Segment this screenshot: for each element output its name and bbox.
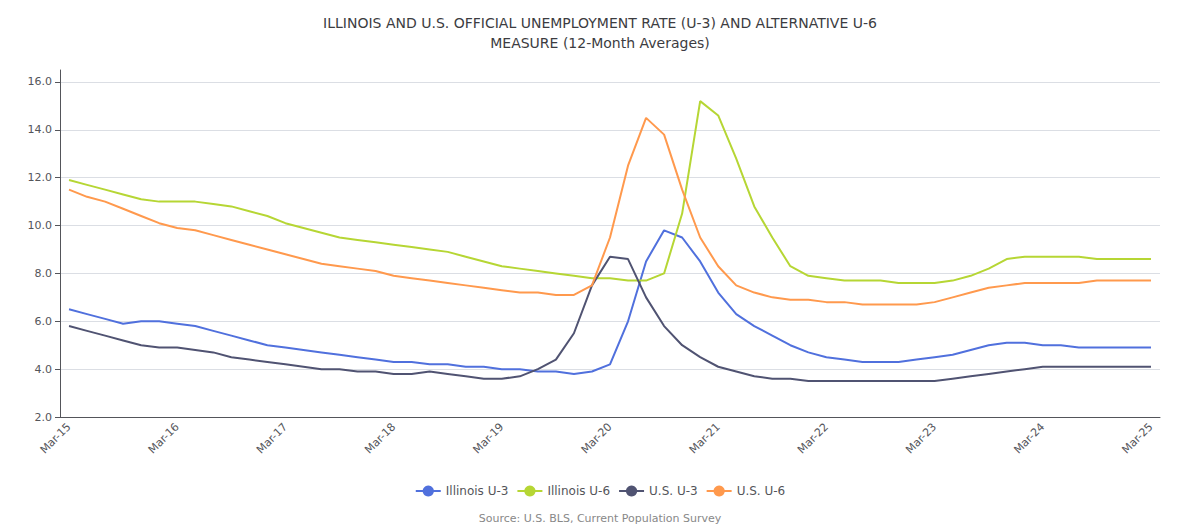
svg-text:14.0: 14.0 <box>28 123 53 136</box>
svg-text:MEASURE (12-Month Averages): MEASURE (12-Month Averages) <box>490 35 710 51</box>
svg-text:2.0: 2.0 <box>35 411 53 424</box>
svg-text:Mar-22: Mar-22 <box>795 420 831 456</box>
svg-text:10.0: 10.0 <box>28 219 53 232</box>
svg-text:U.S. U-3: U.S. U-3 <box>649 484 698 498</box>
svg-text:Illinois U-3: Illinois U-3 <box>446 484 509 498</box>
svg-text:ILLINOIS AND U.S. OFFICIAL UNE: ILLINOIS AND U.S. OFFICIAL UNEMPLOYMENT … <box>323 15 877 31</box>
svg-text:6.0: 6.0 <box>35 315 53 328</box>
svg-text:Source: U.S. BLS, Current Popu: Source: U.S. BLS, Current Population Sur… <box>479 512 722 525</box>
svg-text:Mar-24: Mar-24 <box>1011 420 1047 456</box>
svg-text:U.S. U-6: U.S. U-6 <box>737 484 786 498</box>
svg-text:Mar-21: Mar-21 <box>687 420 723 456</box>
svg-text:Mar-25: Mar-25 <box>1120 420 1156 456</box>
svg-text:Illinois U-6: Illinois U-6 <box>547 484 610 498</box>
svg-text:Mar-19: Mar-19 <box>470 420 506 456</box>
svg-text:Mar-23: Mar-23 <box>903 420 939 456</box>
svg-text:4.0: 4.0 <box>35 363 53 376</box>
svg-text:Mar-17: Mar-17 <box>254 420 290 456</box>
svg-text:Mar-20: Mar-20 <box>579 420 615 456</box>
svg-text:8.0: 8.0 <box>35 267 53 280</box>
svg-text:Mar-16: Mar-16 <box>146 420 182 456</box>
svg-text:12.0: 12.0 <box>28 171 53 184</box>
svg-text:Mar-15: Mar-15 <box>38 420 74 456</box>
svg-text:Mar-18: Mar-18 <box>362 420 398 456</box>
svg-text:16.0: 16.0 <box>28 75 53 88</box>
